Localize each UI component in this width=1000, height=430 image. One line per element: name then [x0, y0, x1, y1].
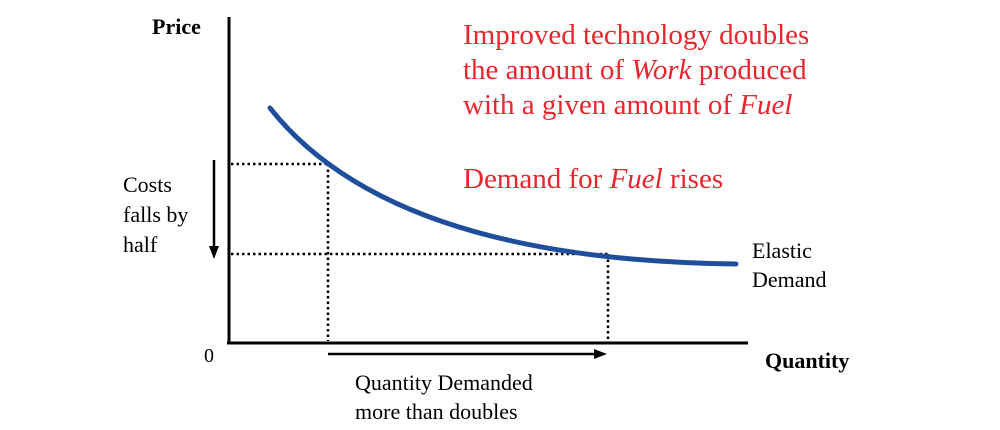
x-axis-label: Quantity — [765, 348, 849, 373]
demand-text: Demand for Fuel rises — [463, 163, 723, 195]
tech-line2-b: produced — [691, 54, 807, 86]
quantity-label-line1: Quantity Demanded — [355, 370, 533, 395]
tech-line3-a: with a given amount of — [463, 89, 739, 121]
tech-text-line1: Improved technology doubles — [463, 19, 809, 51]
cost-arrow-head — [209, 246, 219, 259]
demand-em: Fuel — [609, 163, 663, 195]
tech-line2-a: the amount of — [463, 54, 631, 86]
demand-b: rises — [663, 163, 723, 195]
origin-label: 0 — [204, 345, 214, 367]
tech-text-line3: with a given amount of Fuel — [463, 89, 792, 121]
tech-line3-em: Fuel — [738, 89, 792, 121]
quantity-arrow-head — [594, 349, 607, 359]
y-axis-label: Price — [152, 14, 201, 39]
curve-label-line2: Demand — [752, 267, 827, 292]
cost-label-line1: Costs — [123, 172, 172, 197]
tech-line1: Improved technology doubles — [463, 19, 809, 51]
cost-label-line3: half — [123, 232, 158, 257]
demand-a: Demand for — [463, 163, 610, 195]
cost-label-line2: falls by — [123, 202, 188, 227]
tech-line2-em: Work — [631, 54, 692, 86]
demand-curve — [267, 105, 739, 267]
tech-text-line2: the amount of Work produced — [463, 54, 807, 86]
curve-label-line1: Elastic — [752, 238, 812, 263]
quantity-label-line2: more than doubles — [355, 399, 518, 424]
